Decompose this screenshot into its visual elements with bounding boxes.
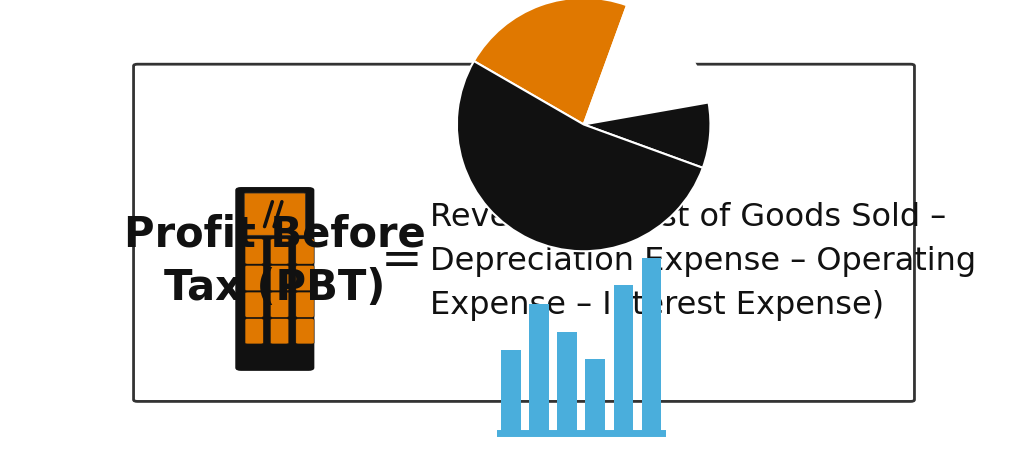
FancyBboxPatch shape	[237, 188, 313, 370]
Wedge shape	[474, 0, 627, 124]
Wedge shape	[584, 6, 709, 124]
FancyBboxPatch shape	[296, 266, 314, 291]
FancyBboxPatch shape	[270, 319, 289, 344]
FancyBboxPatch shape	[270, 292, 289, 317]
FancyBboxPatch shape	[270, 239, 289, 264]
Bar	[613, 285, 633, 433]
FancyBboxPatch shape	[296, 319, 314, 344]
FancyBboxPatch shape	[296, 239, 314, 264]
Bar	[501, 350, 520, 433]
FancyBboxPatch shape	[245, 266, 263, 291]
FancyBboxPatch shape	[245, 193, 305, 235]
FancyBboxPatch shape	[245, 292, 263, 317]
Bar	[529, 304, 549, 433]
Bar	[557, 331, 577, 433]
Wedge shape	[457, 61, 702, 251]
FancyBboxPatch shape	[270, 266, 289, 291]
Text: =: =	[381, 237, 423, 285]
Text: Profit Before
Tax (PBT): Profit Before Tax (PBT)	[124, 213, 426, 309]
Wedge shape	[584, 102, 711, 168]
Bar	[642, 258, 662, 433]
Text: Revenue – (Cost of Goods Sold –
Depreciation Expense – Operating
Expense – Inter: Revenue – (Cost of Goods Sold – Deprecia…	[430, 201, 976, 321]
Bar	[586, 360, 605, 433]
FancyBboxPatch shape	[296, 292, 314, 317]
FancyBboxPatch shape	[245, 319, 263, 344]
FancyBboxPatch shape	[245, 239, 263, 264]
